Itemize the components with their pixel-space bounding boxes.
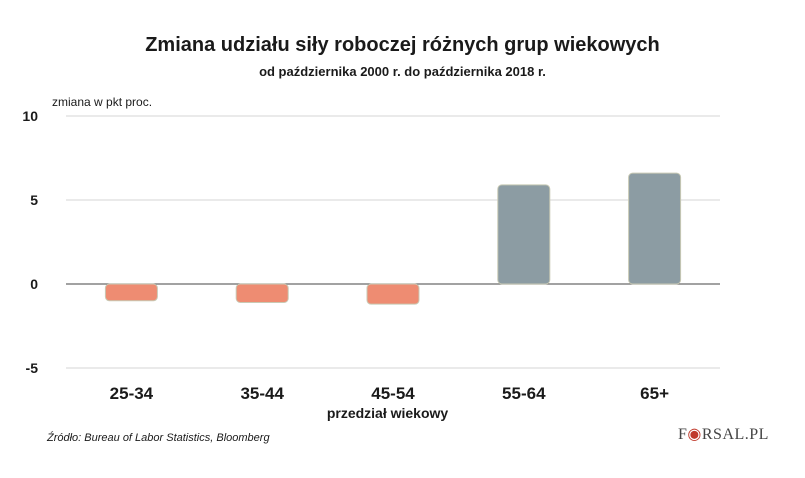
y-tick-label: 0 — [30, 276, 38, 292]
forsal-logo: F◉RSAL.PL — [678, 426, 769, 443]
y-axis-label: zmiana w pkt proc. — [52, 95, 153, 109]
source-note: Źródło: Bureau of Labor Statistics, Bloo… — [47, 432, 270, 444]
x-tick-label: 25-34 — [110, 384, 154, 403]
y-tick-label: 5 — [30, 192, 38, 208]
bar-45-54 — [366, 283, 420, 305]
y-tick-label: 10 — [22, 108, 38, 124]
y-tick-label: -5 — [26, 360, 39, 376]
chart-title: Zmiana udziału siły roboczej różnych gru… — [145, 34, 660, 56]
bar-25-34 — [104, 283, 158, 302]
x-tick-label: 55-64 — [502, 384, 546, 403]
x-tick-label: 35-44 — [240, 384, 284, 403]
bar-55-64 — [497, 184, 551, 285]
bar-65+ — [628, 172, 682, 285]
chart-subtitle: od października 2000 r. do października … — [259, 64, 546, 79]
x-tick-label: 65+ — [640, 384, 669, 403]
x-tick-label: 45-54 — [371, 384, 415, 403]
x-axis-label: przedział wiekowy — [326, 405, 449, 421]
bar-35-44 — [235, 283, 289, 303]
